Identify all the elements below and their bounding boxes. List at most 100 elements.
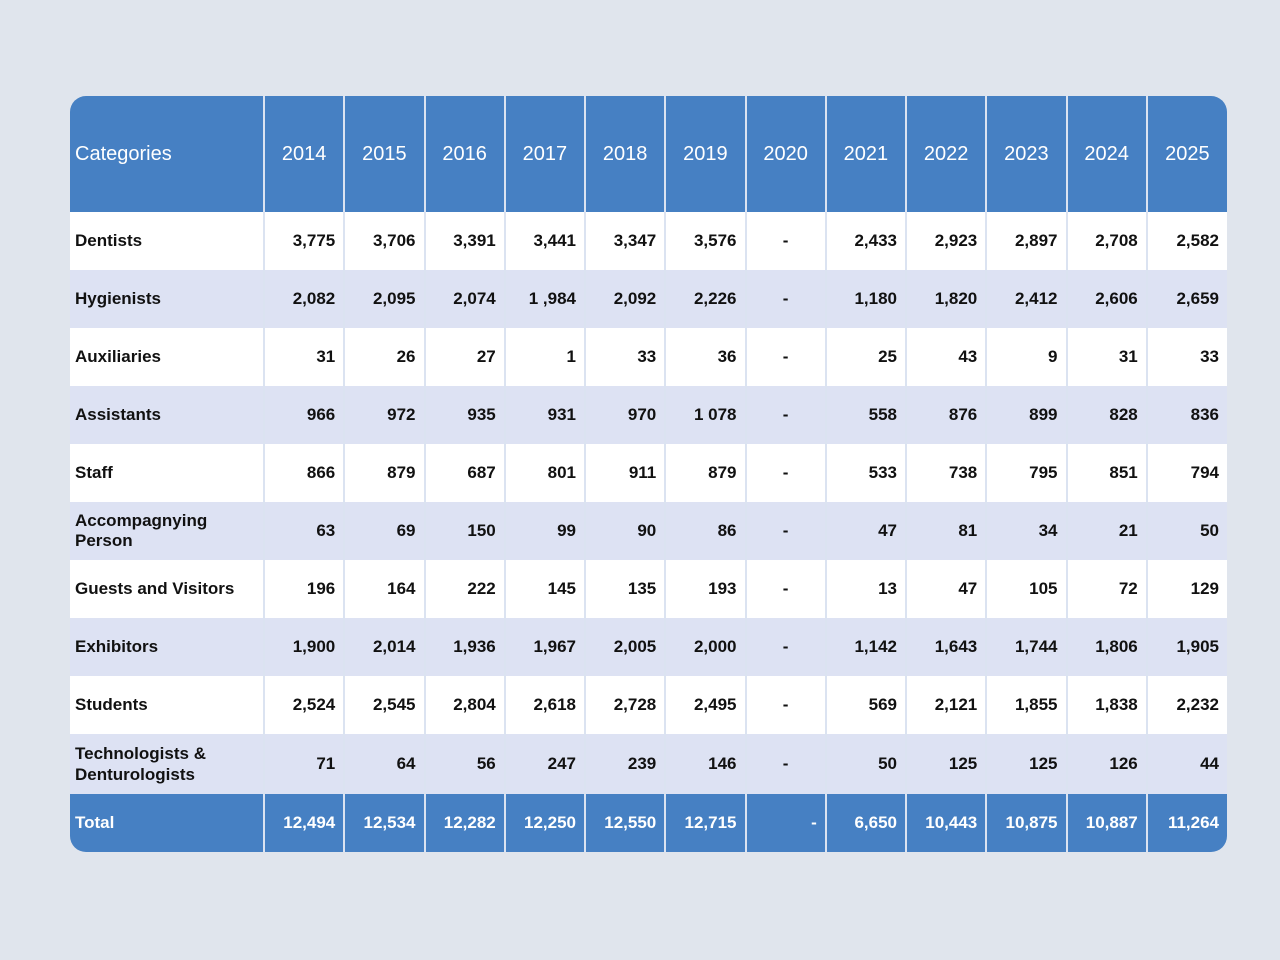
data-table: Categories 2014 2015 2016 2017 2018 2019 2020 20… — [70, 96, 1227, 852]
total-label: Total — [70, 794, 264, 852]
cell-value: 2,005 — [583, 618, 666, 676]
cell-value: 222 — [423, 560, 505, 618]
cell-value: 1,900 — [262, 618, 345, 676]
cell-value: 50 — [824, 734, 906, 794]
table-row: Hygienists 2,082 2,095 2,074 1 ,984 2,092 2,22… — [70, 270, 1227, 328]
table-row: Exhibitors 1,900 2,014 1,936 1,967 2,005 2,000… — [70, 618, 1227, 676]
table-row: Guests and Visitors 196 164 222 145 135 193-13… — [70, 560, 1227, 618]
cell-value: 13 — [824, 560, 906, 618]
cell-value: 33 — [1145, 328, 1227, 386]
table-row: Assistants 966 972 935 931 970 1 078-558 876 899… — [70, 386, 1227, 444]
cell-value: 866 — [262, 444, 345, 502]
total-value: 12,715 — [664, 794, 746, 852]
cell-value: 72 — [1065, 560, 1147, 618]
row-category-label: Students — [70, 676, 264, 734]
table-row: Staff 866 879 687 801 911 879-533 738 795 851 794 — [70, 444, 1227, 502]
cell-value: 31 — [1065, 328, 1147, 386]
total-row: Total 12,494 12,534 12,282 12,250 12,550 12,71… — [70, 794, 1227, 852]
cell-value: 2,092 — [583, 270, 666, 328]
cell-value: 146 — [664, 734, 746, 794]
table-row: Accompagnying Person 63 69 150 99 90 86-47 81 34… — [70, 502, 1227, 560]
cell-value: 44 — [1145, 734, 1227, 794]
cell-value: 533 — [824, 444, 906, 502]
total-value: 12,534 — [343, 794, 425, 852]
cell-value: 1,806 — [1065, 618, 1147, 676]
cell-value: 931 — [503, 386, 585, 444]
table-row: Dentists 3,775 3,706 3,391 3,441 3,347 3,576-2… — [70, 212, 1227, 270]
row-category-label: Auxiliaries — [70, 328, 264, 386]
cell-value: 86 — [664, 502, 746, 560]
cell-value: 69 — [343, 502, 425, 560]
cell-value: 47 — [824, 502, 906, 560]
cell-value: 1,936 — [423, 618, 505, 676]
cell-value: 879 — [343, 444, 425, 502]
cell-value: 2,618 — [503, 676, 585, 734]
cell-value: 1 — [503, 328, 585, 386]
cell-value: 135 — [583, 560, 666, 618]
row-category-label: Accompagnying Person — [70, 502, 264, 560]
cell-value: 801 — [503, 444, 585, 502]
total-value: 10,887 — [1065, 794, 1147, 852]
header-year-2018: 2018 — [583, 96, 666, 212]
cell-value: 2,082 — [262, 270, 345, 328]
cell-value: 2,074 — [423, 270, 505, 328]
cell-value: - — [744, 734, 826, 794]
cell-value: 1,643 — [904, 618, 987, 676]
cell-value: 125 — [985, 734, 1067, 794]
header-categories: Categories — [70, 96, 264, 212]
cell-value: 56 — [423, 734, 505, 794]
cell-value: 239 — [583, 734, 666, 794]
cell-value: 26 — [343, 328, 425, 386]
cell-value: 836 — [1145, 386, 1227, 444]
cell-value: 193 — [664, 560, 746, 618]
cell-value: 738 — [904, 444, 987, 502]
header-year-2022: 2022 — [904, 96, 987, 212]
header-year-2014: 2014 — [262, 96, 345, 212]
cell-value: 36 — [664, 328, 746, 386]
cell-value: 63 — [262, 502, 345, 560]
cell-value: - — [744, 502, 826, 560]
cell-value: 2,495 — [664, 676, 746, 734]
cell-value: 247 — [503, 734, 585, 794]
table-row: Auxiliaries 31 26 27 1 33 36-25 43 9 31 33 — [70, 328, 1227, 386]
cell-value: - — [744, 618, 826, 676]
cell-value: 1,905 — [1145, 618, 1227, 676]
row-category-label: Dentists — [70, 212, 264, 270]
row-category-label: Exhibitors — [70, 618, 264, 676]
cell-value: - — [744, 212, 826, 270]
cell-value: 2,545 — [343, 676, 425, 734]
cell-value: 71 — [262, 734, 345, 794]
cell-value: 2,000 — [664, 618, 746, 676]
cell-value: 9 — [985, 328, 1067, 386]
cell-value: 851 — [1065, 444, 1147, 502]
cell-value: 1,180 — [824, 270, 906, 328]
cell-value: 911 — [583, 444, 666, 502]
cell-value: 47 — [904, 560, 987, 618]
cell-value: 34 — [985, 502, 1067, 560]
cell-value: 876 — [904, 386, 987, 444]
cell-value: 1,838 — [1065, 676, 1147, 734]
cell-value: 150 — [423, 502, 505, 560]
cell-value: 145 — [503, 560, 585, 618]
cell-value: 966 — [262, 386, 345, 444]
row-category-label: Staff — [70, 444, 264, 502]
header-year-2015: 2015 — [343, 96, 425, 212]
cell-value: 129 — [1145, 560, 1227, 618]
cell-value: - — [744, 386, 826, 444]
table-row: Students 2,524 2,545 2,804 2,618 2,728 2,495-5… — [70, 676, 1227, 734]
cell-value: 2,524 — [262, 676, 345, 734]
cell-value: 1,142 — [824, 618, 906, 676]
cell-value: 99 — [503, 502, 585, 560]
cell-value: 2,923 — [904, 212, 987, 270]
total-value: 12,282 — [423, 794, 505, 852]
cell-value: 2,659 — [1145, 270, 1227, 328]
cell-value: 90 — [583, 502, 666, 560]
total-value: 11,264 — [1145, 794, 1227, 852]
cell-value: 31 — [262, 328, 345, 386]
cell-value: 687 — [423, 444, 505, 502]
cell-value: 2,582 — [1145, 212, 1227, 270]
cell-value: 2,121 — [904, 676, 987, 734]
cell-value: 795 — [985, 444, 1067, 502]
header-year-2016: 2016 — [423, 96, 505, 212]
cell-value: 1 ,984 — [503, 270, 585, 328]
